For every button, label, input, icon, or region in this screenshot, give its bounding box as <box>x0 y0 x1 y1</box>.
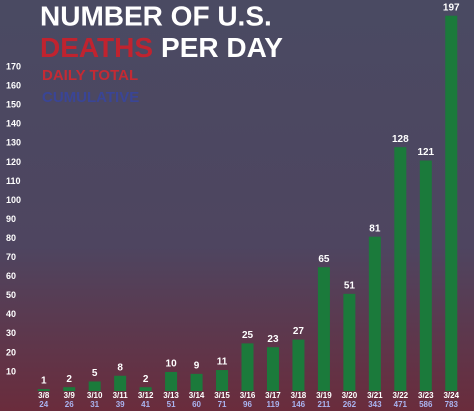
y-tick-label: 50 <box>6 290 16 300</box>
x-tick-label: 3/9 <box>64 391 76 400</box>
x-tick-label: 3/12 <box>138 391 154 400</box>
cumulative-label: 586 <box>419 400 433 409</box>
y-tick-label: 160 <box>6 81 21 91</box>
y-tick-label: 130 <box>6 138 21 148</box>
y-tick-label: 110 <box>6 176 21 186</box>
cumulative-label: 71 <box>218 400 227 409</box>
y-tick-label: 150 <box>6 100 21 110</box>
x-tick-label: 3/19 <box>316 391 332 400</box>
x-tick-label: 3/13 <box>163 391 179 400</box>
bar <box>266 347 279 391</box>
bar <box>114 375 127 391</box>
value-label: 81 <box>369 223 381 234</box>
cumulative-label: 146 <box>292 400 306 409</box>
y-tick-label: 10 <box>6 366 16 376</box>
y-tick-label: 20 <box>6 347 16 357</box>
bar <box>88 381 101 391</box>
x-tick-label: 3/23 <box>418 391 434 400</box>
cumulative-label: 26 <box>65 400 74 409</box>
bar <box>317 267 330 391</box>
value-label: 27 <box>293 326 305 337</box>
bar <box>292 339 305 391</box>
value-label: 23 <box>267 334 279 345</box>
cumulative-label: 51 <box>167 400 176 409</box>
x-tick-label: 3/20 <box>342 391 358 400</box>
cumulative-label: 96 <box>243 400 252 409</box>
title-highlight: DEATHS <box>40 32 153 63</box>
y-tick-label: 80 <box>6 233 16 243</box>
x-tick-label: 3/22 <box>393 391 409 400</box>
value-label: 8 <box>117 362 123 373</box>
value-label: 121 <box>417 147 434 158</box>
cumulative-label: 262 <box>343 400 357 409</box>
value-label: 5 <box>92 368 98 379</box>
bar <box>37 389 50 391</box>
value-label: 11 <box>217 357 228 368</box>
cumulative-label: 41 <box>141 400 150 409</box>
cumulative-label: 783 <box>445 400 459 409</box>
value-label: 1 <box>41 376 47 387</box>
value-label: 197 <box>443 2 460 13</box>
cumulative-label: 24 <box>39 400 48 409</box>
y-tick-label: 70 <box>6 252 16 262</box>
cumulative-label: 211 <box>317 400 330 409</box>
x-tick-label: 3/15 <box>214 391 230 400</box>
y-tick-label: 40 <box>6 309 16 319</box>
bar <box>139 387 152 391</box>
y-tick-label: 120 <box>6 157 21 167</box>
cumulative-label: 60 <box>192 400 201 409</box>
bar <box>445 15 458 392</box>
y-tick-label: 60 <box>6 271 16 281</box>
x-tick-label: 3/21 <box>367 391 383 400</box>
bar <box>343 293 356 391</box>
cumulative-label: 343 <box>368 400 382 409</box>
bar <box>368 236 381 391</box>
x-tick-label: 3/11 <box>113 391 129 400</box>
cumulative-label: 119 <box>267 400 280 409</box>
y-tick-label: 90 <box>6 214 16 224</box>
y-tick-label: 140 <box>6 119 21 129</box>
x-tick-label: 3/10 <box>87 391 103 400</box>
title-line: DEATHS PER DAY <box>40 32 283 63</box>
y-tick-label: 30 <box>6 328 16 338</box>
value-label: 2 <box>66 374 72 385</box>
bar <box>394 147 407 391</box>
bar <box>241 343 254 391</box>
x-tick-label: 3/17 <box>265 391 281 400</box>
x-tick-label: 3/18 <box>291 391 307 400</box>
x-tick-label: 3/24 <box>443 391 459 400</box>
legend-entry: CUMULATIVE <box>42 89 139 106</box>
bar <box>63 387 76 391</box>
bar <box>216 370 229 391</box>
title-rest: PER DAY <box>161 32 283 63</box>
value-label: 25 <box>242 330 254 341</box>
y-tick-label: 170 <box>6 62 21 72</box>
x-tick-label: 3/14 <box>189 391 205 400</box>
value-label: 51 <box>344 280 356 291</box>
cumulative-label: 31 <box>90 400 99 409</box>
legend-entry: DAILY TOTAL <box>42 67 138 84</box>
value-label: 10 <box>166 359 178 370</box>
value-label: 128 <box>392 134 409 145</box>
title-line: NUMBER OF U.S. <box>40 0 272 31</box>
x-tick-label: 3/8 <box>38 391 50 400</box>
value-label: 2 <box>143 374 149 385</box>
cumulative-label: 39 <box>116 400 125 409</box>
value-label: 9 <box>194 360 200 371</box>
x-tick-label: 3/16 <box>240 391 256 400</box>
y-tick-label: 100 <box>6 195 21 205</box>
value-label: 65 <box>318 254 330 265</box>
cumulative-label: 471 <box>394 400 408 409</box>
bar <box>165 371 178 391</box>
bar <box>190 373 203 391</box>
bar <box>419 160 432 391</box>
